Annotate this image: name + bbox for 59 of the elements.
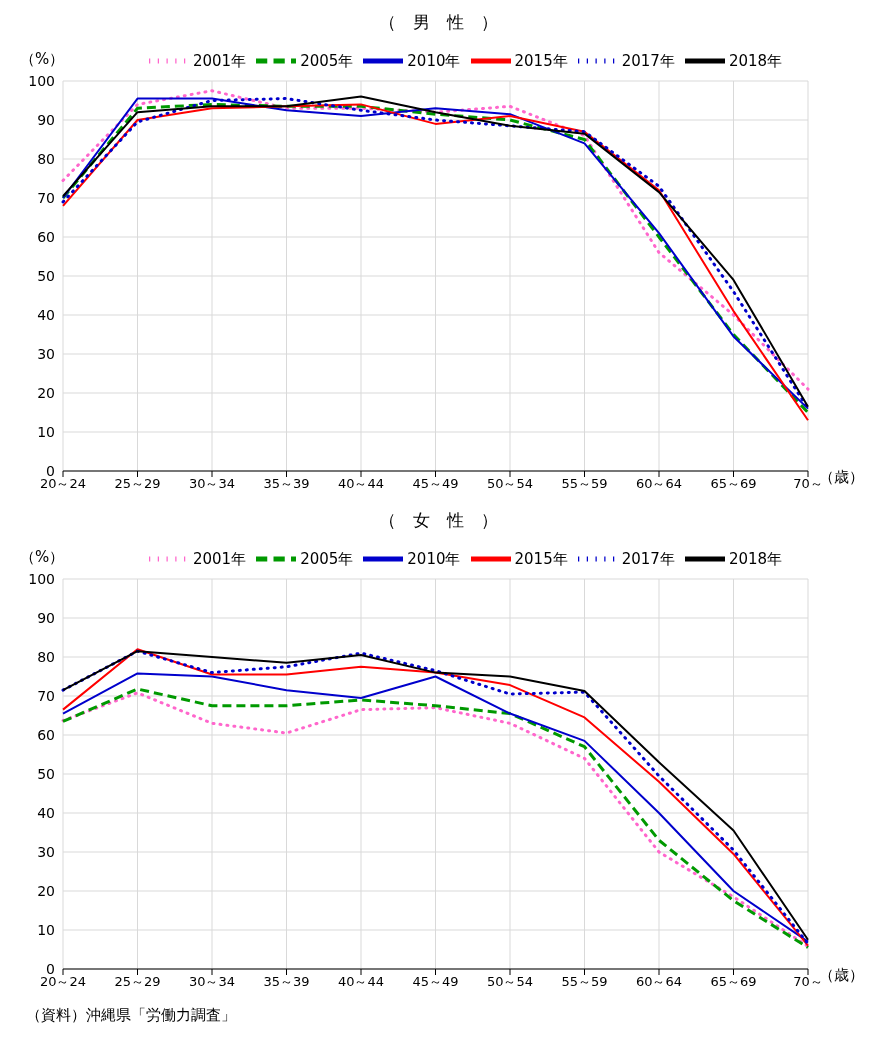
y-tick-label: 100 — [28, 570, 55, 587]
y-tick-label: 30 — [37, 843, 55, 860]
y-tick-label: 30 — [37, 345, 55, 362]
legend-label: 2010年 — [407, 51, 461, 70]
y-tick-label: 80 — [37, 648, 55, 665]
x-tick-label: 25～29 — [114, 476, 161, 492]
y-tick-label: 40 — [37, 804, 55, 821]
x-tick-label: 35～39 — [263, 974, 310, 990]
x-tick-label: 60～64 — [635, 476, 683, 492]
legend-label: 2017年 — [621, 549, 675, 568]
legend-label: 2015年 — [514, 51, 568, 70]
y-tick-label: 70 — [37, 687, 55, 704]
y-tick-label: 60 — [37, 228, 55, 245]
y-tick-label: 10 — [37, 921, 55, 938]
x-tick-label: 45～49 — [412, 974, 459, 990]
y-tick-label: 10 — [37, 423, 55, 440]
y-tick-label: 20 — [37, 882, 55, 899]
legend-label: 2001年 — [192, 51, 247, 70]
y-tick-label: 90 — [37, 111, 55, 128]
x-tick-label: 60～64 — [635, 974, 683, 990]
legend-label: 2018年 — [728, 549, 783, 568]
x-tick-label: 55～59 — [561, 974, 608, 990]
x-tick-label: 45～49 — [412, 476, 459, 492]
chart-title: （ 女 性 ） — [377, 509, 499, 532]
y-tick-label: 100 — [28, 72, 55, 89]
y-tick-label: 50 — [37, 267, 55, 284]
y-tick-label: 20 — [37, 384, 55, 401]
legend-label: 2001年 — [192, 549, 247, 568]
legend-label: 2005年 — [300, 549, 354, 568]
x-tick-label: 50～54 — [486, 974, 534, 990]
y-axis-title: （%） — [20, 548, 65, 567]
legend-label: 2015年 — [514, 549, 568, 568]
x-tick-label: 65～69 — [710, 476, 757, 492]
chart-title: （ 男 性 ） — [377, 11, 499, 34]
x-tick-label: 35～39 — [263, 476, 310, 492]
legend-label: 2017年 — [621, 51, 675, 70]
legend-label: 2010年 — [407, 549, 461, 568]
x-tick-label: 55～59 — [561, 476, 608, 492]
legend-label: 2018年 — [728, 51, 783, 70]
legend-label: 2005年 — [300, 51, 354, 70]
x-tick-label: 20～24 — [39, 476, 87, 492]
x-tick-label: 40～44 — [337, 476, 385, 492]
x-tick-label: 25～29 — [114, 974, 161, 990]
y-tick-label: 0 — [46, 960, 55, 977]
y-tick-label: 90 — [37, 609, 55, 626]
y-axis-title: （%） — [20, 50, 65, 69]
y-tick-label: 60 — [37, 726, 55, 743]
x-tick-label: 40～44 — [337, 974, 385, 990]
y-tick-label: 50 — [37, 765, 55, 782]
y-tick-label: 80 — [37, 150, 55, 167]
x-tick-label: 50～54 — [486, 476, 534, 492]
x-tick-label: 20～24 — [39, 974, 87, 990]
y-tick-label: 40 — [37, 306, 55, 323]
x-tick-label: 30～34 — [188, 974, 236, 990]
x-tick-label: 30～34 — [188, 476, 236, 492]
x-tick-label: 65～69 — [710, 974, 757, 990]
y-tick-label: 0 — [46, 462, 55, 479]
text: （資料）沖縄県「労働力調査」 — [25, 1006, 237, 1025]
y-tick-label: 70 — [37, 189, 55, 206]
